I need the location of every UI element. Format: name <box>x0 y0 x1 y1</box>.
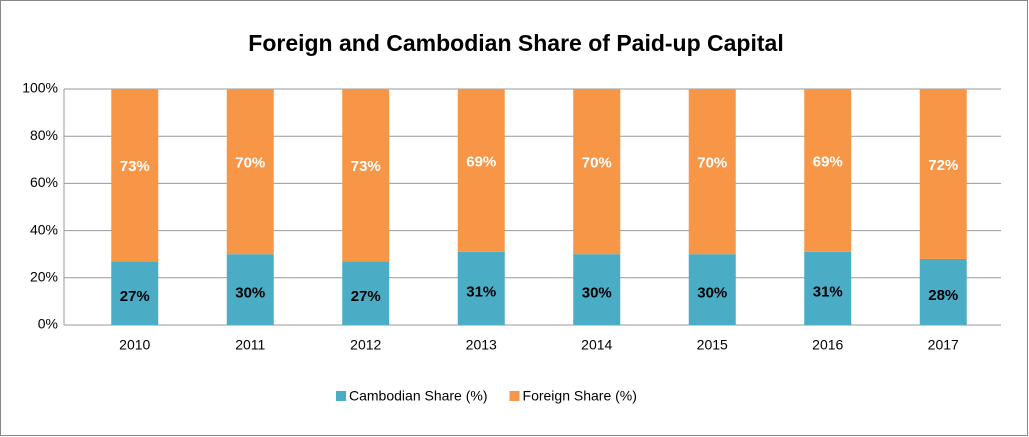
legend-swatch <box>336 391 346 401</box>
bar-segment <box>919 258 967 325</box>
bar-segment <box>573 254 621 325</box>
bar-segment <box>457 251 505 325</box>
x-tick-label: 2011 <box>235 337 265 353</box>
data-label: 27% <box>351 288 381 305</box>
bar-segment <box>688 89 736 255</box>
bar-segment <box>804 251 852 325</box>
data-label: 70% <box>235 155 265 172</box>
bar-segment <box>919 89 967 259</box>
data-label: 31% <box>466 283 496 300</box>
legend-label: Cambodian Share (%) <box>349 388 488 404</box>
y-tick-label: 80% <box>30 127 58 143</box>
data-label: 30% <box>582 285 612 302</box>
data-label: 70% <box>697 155 727 172</box>
data-label: 30% <box>697 285 727 302</box>
bar-segment <box>226 254 274 325</box>
x-tick-label: 2015 <box>697 337 728 353</box>
bar-segment <box>111 261 159 325</box>
data-label: 73% <box>351 158 381 175</box>
bar-segment <box>342 261 390 325</box>
data-label: 31% <box>813 283 843 300</box>
y-tick-label: 100% <box>22 80 58 96</box>
y-tick-label: 0% <box>38 316 58 332</box>
data-label: 73% <box>120 158 150 175</box>
x-tick-label: 2013 <box>466 337 497 353</box>
x-tick-label: 2016 <box>812 337 843 353</box>
y-tick-label: 60% <box>30 174 58 190</box>
x-tick-label: 2017 <box>928 337 959 353</box>
bar-segment <box>111 89 159 262</box>
y-tick-label: 20% <box>30 269 58 285</box>
legend-label: Foreign Share (%) <box>523 388 637 404</box>
legend-swatch <box>509 391 520 401</box>
bar-segment <box>457 89 505 252</box>
bar-segment <box>573 89 621 255</box>
x-tick-label: 2012 <box>350 337 381 353</box>
bar-segment <box>804 89 852 252</box>
data-label: 72% <box>928 157 958 174</box>
data-label: 69% <box>466 153 496 170</box>
x-tick-label: 2014 <box>581 337 612 353</box>
bar-segment <box>226 89 274 255</box>
x-tick-label: 2010 <box>119 337 150 353</box>
chart-title: Foreign and Cambodian Share of Paid-up C… <box>248 30 783 56</box>
data-label: 30% <box>235 285 265 302</box>
data-label: 28% <box>928 287 958 304</box>
data-label: 69% <box>813 153 843 170</box>
y-tick-label: 40% <box>30 221 58 237</box>
bar-segment <box>688 254 736 325</box>
bar-segment <box>342 89 390 262</box>
data-label: 27% <box>120 288 150 305</box>
data-label: 70% <box>582 155 612 172</box>
